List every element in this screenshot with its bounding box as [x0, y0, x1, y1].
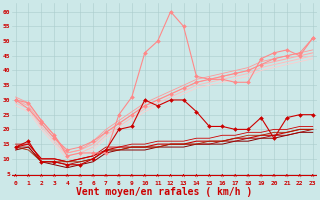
X-axis label: Vent moyen/en rafales ( km/h ): Vent moyen/en rafales ( km/h )	[76, 187, 252, 197]
